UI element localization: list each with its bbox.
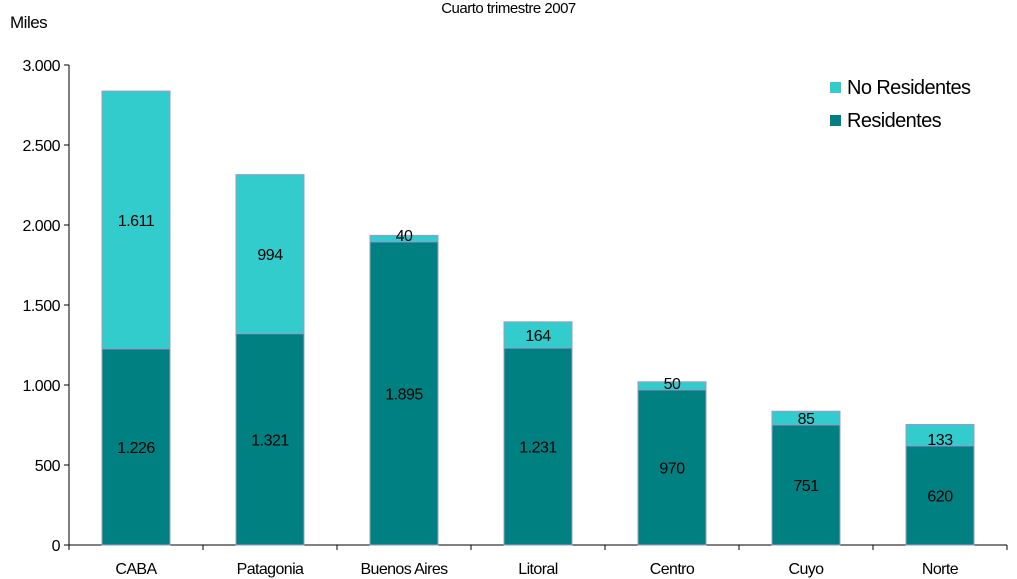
data-label-residentes: 1.231 (519, 440, 557, 457)
x-category-label: Litoral (518, 561, 557, 578)
legend-entry-label: Residentes (847, 110, 942, 132)
bar-no-residentes-patagonia (235, 174, 305, 335)
y-tick-label: 0 (52, 538, 61, 555)
data-label-no-residentes: 164 (525, 328, 551, 345)
x-category-label: Centro (650, 561, 695, 578)
bar-residentes-cuyo (771, 424, 841, 546)
data-label-residentes: 1.895 (385, 386, 423, 403)
bar-no-residentes-norte (905, 424, 975, 447)
y-tick-label: 2.000 (22, 218, 60, 235)
y-tick-label: 1.500 (22, 298, 60, 315)
legend-entry-label: No Residentes (847, 77, 971, 99)
bar-no-residentes-buenos-aires (369, 234, 439, 243)
data-label-residentes: 751 (793, 478, 819, 495)
data-label-no-residentes: 133 (927, 432, 953, 449)
x-category-label: Buenos Aires (360, 561, 448, 578)
bar-residentes-centro (637, 389, 707, 546)
y-tick-label: 500 (35, 458, 61, 475)
chart-title: Cuarto trimestre 2007 (441, 0, 576, 17)
data-label-residentes: 620 (927, 488, 953, 505)
data-label-no-residentes: 994 (257, 247, 283, 264)
y-axis-unit-label: Miles (10, 13, 48, 32)
bar-no-residentes-centro (637, 381, 707, 391)
bar-residentes-buenos-aires (369, 241, 439, 546)
data-label-no-residentes: 85 (798, 411, 815, 428)
bar-no-residentes-cuyo (771, 410, 841, 426)
legend-swatch (830, 82, 841, 93)
bar-no-residentes-caba (101, 90, 171, 350)
legend-swatch (830, 115, 841, 126)
x-category-label: Patagonia (237, 561, 304, 578)
data-label-residentes: 1.226 (117, 440, 155, 457)
bar-residentes-norte (905, 445, 975, 546)
x-category-label: Cuyo (789, 561, 825, 578)
data-label-no-residentes: 50 (664, 376, 681, 393)
bar-no-residentes-litoral (503, 321, 573, 349)
data-label-residentes: 970 (659, 460, 685, 477)
x-category-label: CABA (115, 561, 157, 578)
bar-residentes-litoral (503, 347, 573, 546)
y-tick-label: 3.000 (22, 58, 60, 75)
x-category-label: Norte (922, 561, 959, 578)
y-tick-label: 1.000 (22, 378, 60, 395)
data-label-no-residentes: 1.611 (118, 213, 155, 230)
bar-residentes-caba (101, 348, 171, 546)
bar-residentes-patagonia (235, 333, 305, 546)
data-label-residentes: 1.321 (251, 432, 289, 449)
y-tick-label: 2.500 (22, 138, 60, 155)
data-label-no-residentes: 40 (396, 228, 413, 245)
